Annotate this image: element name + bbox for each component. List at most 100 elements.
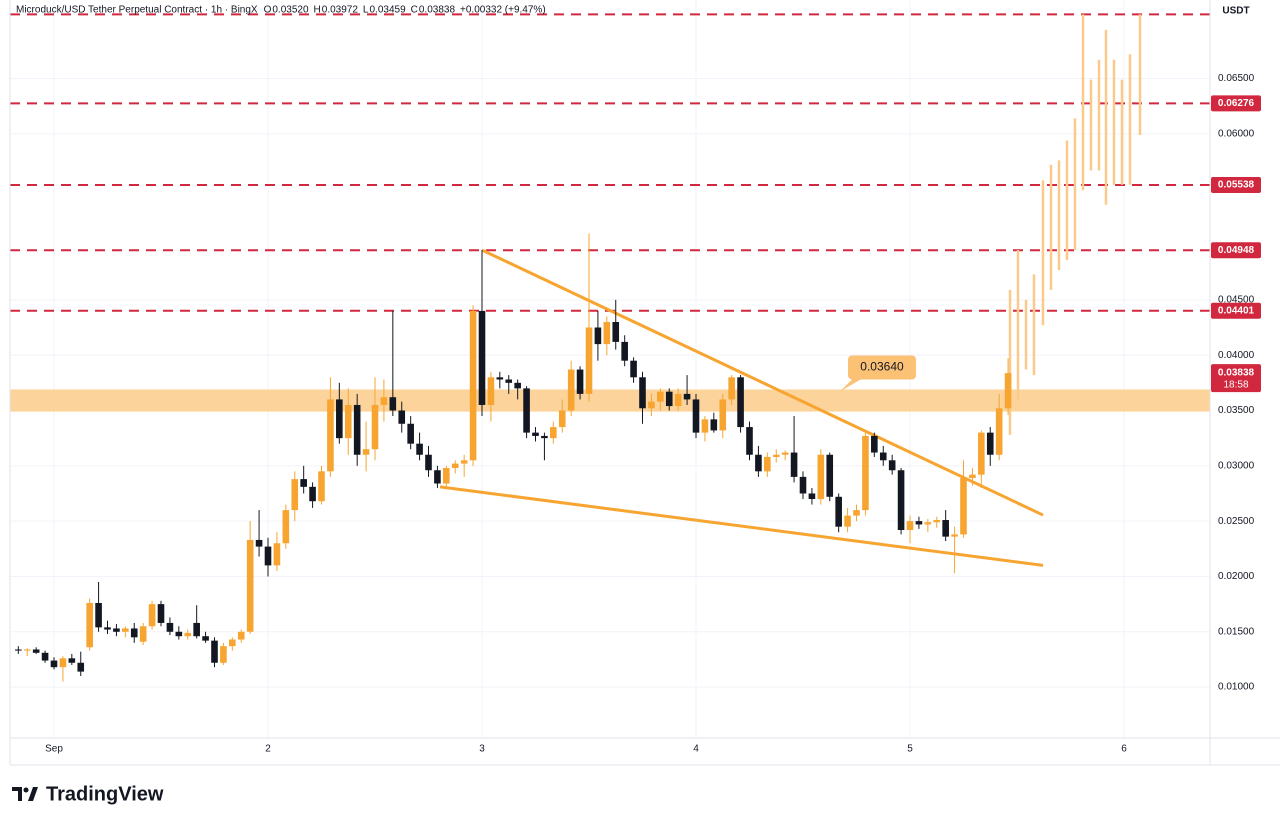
candle-body — [790, 452, 798, 477]
x-tick-label: 6 — [1121, 744, 1127, 755]
candle-body — [184, 632, 192, 637]
candle-body — [434, 470, 441, 484]
candle-body — [897, 470, 905, 530]
trendline — [481, 248, 1044, 517]
candle-body — [558, 410, 566, 428]
candle-body — [229, 639, 236, 647]
candle-body — [130, 628, 138, 638]
candle-body — [202, 636, 209, 641]
candle-body — [630, 360, 637, 378]
ohlc-key: L — [363, 5, 369, 16]
candle-body — [407, 423, 414, 444]
y-tick-label: 0.02000 — [1218, 571, 1255, 582]
candle-body — [353, 404, 361, 455]
candle-body — [906, 521, 914, 530]
logo-dot — [23, 787, 29, 793]
y-tick-label: 0.01000 — [1218, 682, 1255, 693]
candle-body — [175, 631, 183, 637]
candle-body — [657, 391, 664, 402]
level-label: 0.05538 — [1218, 180, 1255, 191]
candle-body — [567, 369, 575, 411]
candle-body — [853, 510, 860, 516]
level-label: 0.06276 — [1218, 98, 1255, 109]
currency: USDT — [1222, 6, 1249, 17]
candle-body — [674, 393, 682, 407]
level-label-bg — [1211, 176, 1261, 193]
ohlc-key: C — [411, 5, 418, 16]
candle-body — [291, 479, 299, 511]
y-tick-label: 0.06000 — [1218, 129, 1255, 140]
candle-body — [282, 510, 290, 544]
last-price-bg — [1211, 364, 1261, 393]
candle-body — [77, 662, 85, 672]
candle-body — [157, 604, 165, 623]
candle-body — [336, 399, 343, 439]
change: +0.00332 (+9.47%) — [460, 5, 546, 16]
candle-body — [692, 399, 700, 433]
x-tick-label: 2 — [265, 744, 271, 755]
candle-body — [719, 399, 727, 431]
candle-body — [924, 522, 932, 525]
candle-body — [683, 393, 691, 400]
candle-body — [41, 652, 49, 661]
candle-body — [95, 603, 102, 628]
candle-body — [86, 603, 93, 648]
candle-body — [59, 658, 67, 668]
candle-body — [772, 454, 780, 457]
ohlc-value: 0.03838 — [419, 5, 456, 16]
candle-body — [710, 419, 718, 431]
candle-body — [879, 452, 887, 461]
candle-body — [398, 410, 406, 424]
axis-layer: 0.01000 0.01500 0.02000 0.02500 0.03000 0.035… — [45, 73, 1261, 755]
candle-body — [371, 404, 379, 450]
candle-body — [211, 640, 218, 663]
candle-body — [648, 401, 655, 409]
candle-body — [139, 626, 147, 642]
candle-body — [113, 628, 120, 632]
candle-body — [826, 454, 834, 497]
candle-body — [523, 388, 530, 433]
candle-body — [781, 452, 789, 455]
candle-body — [808, 493, 816, 500]
callout-pointer — [840, 377, 864, 392]
candle-body — [621, 341, 628, 361]
candle-body — [425, 454, 432, 471]
candle-body — [389, 397, 397, 411]
ohlc-value: 0.03520 — [272, 5, 309, 16]
candle-body — [969, 474, 976, 478]
ohlc-value: 0.03459 — [369, 5, 406, 16]
candle-body — [362, 449, 370, 455]
candle-body — [603, 321, 611, 345]
candle-body — [469, 310, 477, 461]
candle-body — [15, 649, 22, 651]
y-tick-label: 0.02500 — [1218, 516, 1255, 527]
candle-body — [951, 534, 958, 537]
candle-body — [915, 521, 923, 525]
candle-body — [764, 456, 771, 472]
y-tick-label: 0.04500 — [1218, 294, 1255, 305]
candle-body — [942, 520, 949, 537]
candle-body — [817, 454, 825, 500]
level-label-bg — [1211, 95, 1261, 112]
trendline — [439, 485, 1044, 567]
logo-mark — [28, 787, 38, 801]
ohlc-key: H — [314, 5, 321, 16]
candle-body — [273, 543, 281, 566]
candle-body — [728, 377, 735, 400]
candle-body — [23, 649, 31, 651]
x-tick-label: 3 — [479, 744, 485, 755]
candle-body — [246, 539, 254, 632]
y-tick-label: 0.03000 — [1218, 460, 1255, 471]
y-tick-label: 0.04000 — [1218, 350, 1255, 361]
x-tick-label: 5 — [907, 744, 913, 755]
candle-body — [327, 399, 334, 472]
candle-body — [166, 622, 174, 632]
candle-body — [1004, 373, 1012, 409]
logo-mark — [12, 787, 22, 801]
candle-body — [639, 377, 646, 409]
candle-body — [995, 408, 1003, 455]
ohlc-key: O — [264, 5, 272, 16]
symbol: Microduck/USD Tether Perpetual Contract … — [16, 5, 258, 16]
level-label: 0.04948 — [1218, 245, 1255, 256]
candle-body — [220, 646, 227, 663]
